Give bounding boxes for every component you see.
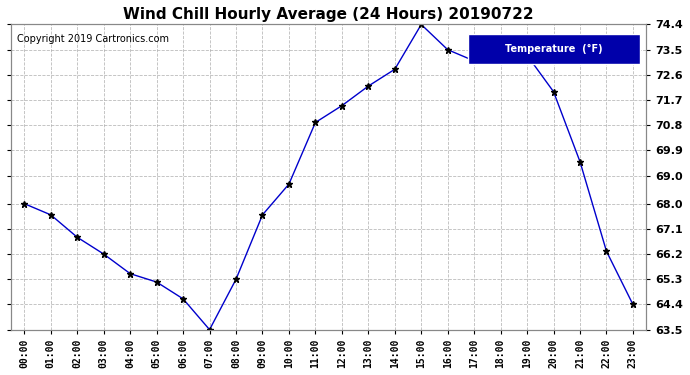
Text: Temperature  (°F): Temperature (°F) (505, 44, 603, 54)
FancyBboxPatch shape (469, 34, 640, 64)
Title: Wind Chill Hourly Average (24 Hours) 20190722: Wind Chill Hourly Average (24 Hours) 201… (124, 7, 534, 22)
Text: Copyright 2019 Cartronics.com: Copyright 2019 Cartronics.com (17, 34, 170, 44)
